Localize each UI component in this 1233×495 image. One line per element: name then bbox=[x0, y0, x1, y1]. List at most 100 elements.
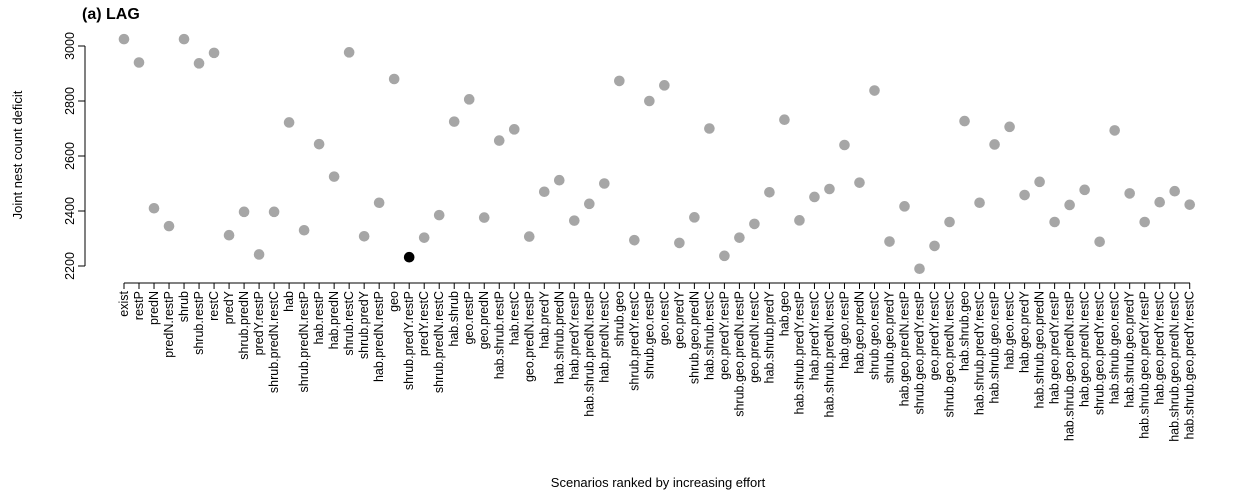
x-tick-label: hab.predY.restP bbox=[567, 291, 581, 380]
data-point bbox=[463, 94, 475, 105]
data-point bbox=[1109, 125, 1120, 136]
x-tick-label: hab.shrub.geo.predN.restP bbox=[1063, 291, 1077, 441]
x-tick-label: hab.geo.predY.restC bbox=[1153, 291, 1167, 405]
data-point bbox=[584, 198, 595, 210]
data-point bbox=[989, 139, 1000, 150]
x-tick-label: hab.shrub.geo.predY bbox=[1123, 290, 1137, 407]
data-point bbox=[1184, 199, 1196, 210]
data-point bbox=[283, 117, 295, 128]
data-point bbox=[493, 135, 505, 146]
data-point bbox=[1154, 196, 1165, 208]
data-point bbox=[809, 191, 820, 203]
data-point bbox=[343, 47, 355, 58]
y-tick-label: 2200 bbox=[63, 252, 77, 280]
data-point bbox=[689, 212, 700, 223]
x-tick-label: shrub.geo.predY.restP bbox=[913, 291, 927, 414]
x-tick-label: hab.restC bbox=[507, 291, 521, 345]
x-tick-label: geo.predN.restC bbox=[747, 291, 761, 383]
data-point bbox=[133, 57, 145, 68]
x-tick-label: hab.predN bbox=[327, 291, 341, 349]
x-tick-label: predN.restP bbox=[162, 291, 176, 358]
x-tick-label: shrub.geo.predN bbox=[687, 291, 701, 384]
data-point bbox=[599, 178, 610, 189]
data-point bbox=[388, 73, 400, 85]
data-point bbox=[614, 75, 625, 87]
data-point bbox=[1004, 121, 1015, 133]
x-tick-label: hab.shrub.predN bbox=[552, 291, 566, 384]
data-point bbox=[508, 124, 520, 135]
data-point bbox=[914, 263, 925, 275]
data-point bbox=[178, 33, 190, 45]
x-tick-label: hab.shrub.geo.restC bbox=[1108, 291, 1122, 404]
x-tick-label: predN bbox=[147, 291, 161, 325]
x-tick-label: hab.geo bbox=[777, 291, 791, 336]
data-point bbox=[974, 197, 985, 209]
x-tick-label: shrub.predN.restP bbox=[297, 291, 311, 392]
data-point bbox=[223, 229, 235, 241]
x-tick-label: shrub.predN bbox=[237, 291, 251, 360]
data-point bbox=[553, 174, 565, 186]
data-point bbox=[569, 215, 580, 226]
x-tick-label: shrub.geo.restP bbox=[642, 291, 656, 379]
data-point bbox=[944, 216, 955, 228]
data-point bbox=[704, 123, 715, 134]
x-tick-label: hab.shrub.geo bbox=[958, 291, 972, 371]
data-point bbox=[163, 220, 175, 232]
data-point bbox=[208, 47, 220, 59]
x-tick-label: hab.geo.predN.restP bbox=[898, 291, 912, 406]
data-point bbox=[448, 116, 460, 127]
data-point bbox=[253, 249, 265, 260]
highlighted-data-point bbox=[403, 251, 415, 263]
data-point bbox=[659, 80, 670, 91]
x-tick-label: hab.geo.restC bbox=[1003, 291, 1017, 370]
data-point bbox=[1139, 216, 1150, 228]
x-tick-label: geo.predN bbox=[477, 291, 491, 349]
x-tick-label: hab bbox=[282, 291, 296, 312]
y-tick-label: 3000 bbox=[63, 32, 77, 60]
x-tick-label: shrub.restC bbox=[342, 291, 356, 356]
chart-title: (a) LAG bbox=[82, 6, 140, 23]
data-point bbox=[328, 171, 340, 182]
y-axis-title: Joint nest count deficit bbox=[10, 90, 25, 219]
x-tick-label: geo.restC bbox=[657, 291, 671, 345]
data-point bbox=[674, 237, 685, 249]
data-point bbox=[839, 139, 850, 151]
x-tick-label: shrub.predY.restC bbox=[627, 291, 641, 391]
data-point bbox=[238, 206, 250, 218]
x-tick-label: geo.predY.restP bbox=[717, 291, 731, 380]
x-tick-label: geo bbox=[387, 291, 401, 312]
x-tick-label: hab.shrub.geo.restP bbox=[988, 291, 1002, 404]
x-tick-label: predY bbox=[222, 290, 236, 324]
y-tick-label: 2800 bbox=[63, 87, 77, 115]
x-axis-ticks: exist restP predN predN.restP shrub shrub.res… bbox=[117, 283, 1197, 442]
x-tick-label: hab.shrub bbox=[447, 291, 461, 347]
x-tick-label: shrub.predN.restC bbox=[432, 291, 446, 393]
x-tick-label: hab.shrub.predN.restP bbox=[582, 291, 596, 417]
x-tick-label: geo.predN.restP bbox=[522, 291, 536, 382]
x-tick-label: predY.restC bbox=[417, 291, 431, 356]
data-points bbox=[118, 33, 1196, 275]
data-point bbox=[1034, 176, 1045, 188]
x-tick-label: shrub.geo.predN.restC bbox=[943, 291, 957, 417]
data-point bbox=[313, 138, 325, 150]
data-point bbox=[929, 240, 940, 252]
x-tick-label: hab.geo.restP bbox=[837, 291, 851, 369]
data-point bbox=[824, 183, 835, 195]
x-axis-title: Scenarios ranked by increasing effort bbox=[551, 475, 766, 490]
x-tick-label: hab.shrub.geo.predY.restP bbox=[1138, 291, 1152, 439]
x-tick-label: restP bbox=[132, 291, 146, 320]
data-point bbox=[869, 85, 880, 96]
x-tick-label: shrub.predY.restP bbox=[402, 291, 416, 390]
x-tick-label: restC bbox=[207, 291, 221, 321]
data-point bbox=[899, 201, 910, 212]
x-tick-label: hab.shrub.predY.restP bbox=[792, 291, 806, 414]
data-point bbox=[959, 115, 970, 127]
data-point bbox=[1124, 188, 1135, 199]
data-point bbox=[268, 206, 280, 218]
x-tick-label: shrub.geo bbox=[612, 291, 626, 347]
x-tick-label: hab.shrub.restC bbox=[702, 291, 716, 380]
x-tick-label: hab.shrub.geo.predN bbox=[1033, 291, 1047, 408]
data-point bbox=[298, 224, 310, 236]
x-tick-label: hab.restP bbox=[312, 291, 326, 345]
data-point bbox=[418, 232, 430, 243]
